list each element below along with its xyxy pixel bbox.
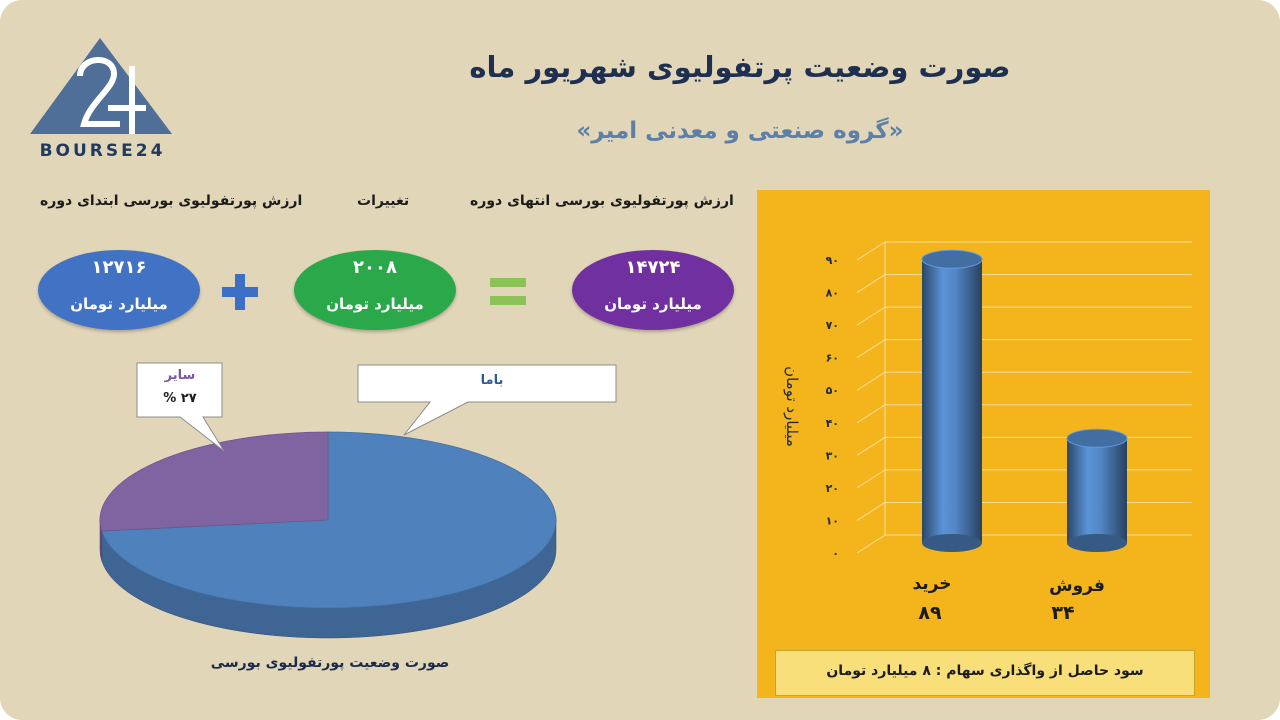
y-tick-label-4: ۴۰ [826, 417, 839, 430]
grid-depth-8 [856, 274, 886, 293]
pie-caption: صورت وضعیت پورتفولیوی بورسی [210, 655, 450, 671]
y-tick-label-7: ۷۰ [826, 319, 839, 332]
profit-text: سود حاصل از واگذاری سهام : ۸ میلیارد توم… [826, 663, 1144, 679]
y-tick-label-3: ۳۰ [826, 449, 839, 462]
change-value: ۲۰۰۸ [353, 257, 397, 278]
bar-cap-0 [921, 249, 983, 269]
grid-depth-0 [856, 534, 886, 554]
y-axis-label: میلیارد تومان [783, 366, 801, 447]
grid-depth-7 [856, 306, 886, 326]
y-tick-label-9: ۹۰ [826, 254, 839, 267]
page-title: صورت وضعیت پرتفولیوی شهریور ماه [469, 50, 1011, 84]
bar-body-0 [922, 259, 982, 543]
start-value-unit: میلیارد تومان [70, 295, 168, 313]
bar-body-1 [1067, 438, 1127, 543]
plus-icon [222, 274, 258, 310]
y-tick-label-1: ۱۰ [826, 514, 839, 527]
equals-icon [490, 278, 526, 305]
end-value: ۱۴۷۲۴ [625, 257, 681, 278]
grid-depth-9 [856, 241, 886, 261]
pie-label-bama: باما [480, 373, 504, 388]
end-value-label: ارزش پورتفولیوی بورسی انتهای دوره [470, 193, 734, 209]
bar-chart: ۰ ۱۰ ۲۰ ۳۰ ۴۰ ۵۰ ۶۰ ۷۰ ۸۰ ۹۰ میلیارد تومان [783, 241, 1192, 560]
pie-chart [99, 362, 617, 639]
pie-label-other: سایر [164, 368, 196, 383]
y-tick-label-2: ۲۰ [826, 482, 839, 495]
y-tick-label-6: ۶۰ [826, 352, 839, 365]
pie-slice-0 [101, 431, 557, 609]
y-tick-label-5: ۵۰ [826, 384, 839, 397]
page-subtitle: «گروه صنعتی و معدنی امیر» [576, 118, 904, 144]
bar-0 [921, 249, 983, 552]
callout-other-box [136, 362, 225, 452]
change-value-unit: میلیارد تومان [326, 295, 424, 313]
start-value: ۱۲۷۱۶ [91, 257, 147, 278]
grid-depth-3 [856, 436, 886, 456]
callout-bama-box [357, 364, 617, 436]
start-value-label: ارزش پورتفولیوی بورسی ابتدای دوره [40, 193, 303, 209]
start-value-oval: ۱۲۷۱۶ میلیارد تومان [38, 250, 200, 330]
grid-depth-2 [856, 469, 886, 489]
bourse24-logo-icon [30, 38, 172, 134]
end-value-unit: میلیارد تومان [604, 295, 702, 313]
change-value-oval: ۲۰۰۸ میلیارد تومان [294, 250, 456, 330]
grid-depth-6 [856, 339, 886, 359]
end-value-oval: ۱۴۷۲۴ میلیارد تومان [572, 250, 734, 330]
grid-depth-5 [856, 371, 886, 391]
change-label: تغییرات [357, 193, 410, 209]
logo-text: BOURSE24 [39, 141, 166, 161]
y-tick-label-0: ۰ [832, 547, 839, 560]
bar-value-sell: ۳۴ [1051, 602, 1075, 624]
bar-cap-1 [1066, 428, 1128, 448]
bar-value-buy: ۸۹ [918, 602, 942, 624]
bar-category-sell: فروش [1049, 576, 1105, 596]
bar-category-buy: خرید [912, 574, 952, 594]
bar-base-1 [1067, 534, 1127, 552]
pie-value-other: ۲۷ % [163, 391, 197, 406]
profit-box: سود حاصل از واگذاری سهام : ۸ میلیارد توم… [775, 650, 1195, 696]
grid-depth-4 [856, 404, 886, 424]
bar-1 [1066, 428, 1128, 552]
grid-depth-1 [856, 502, 886, 521]
pie-slice-1 [99, 431, 329, 532]
bar-base-0 [922, 534, 982, 552]
y-tick-label-8: ۸۰ [826, 287, 839, 300]
